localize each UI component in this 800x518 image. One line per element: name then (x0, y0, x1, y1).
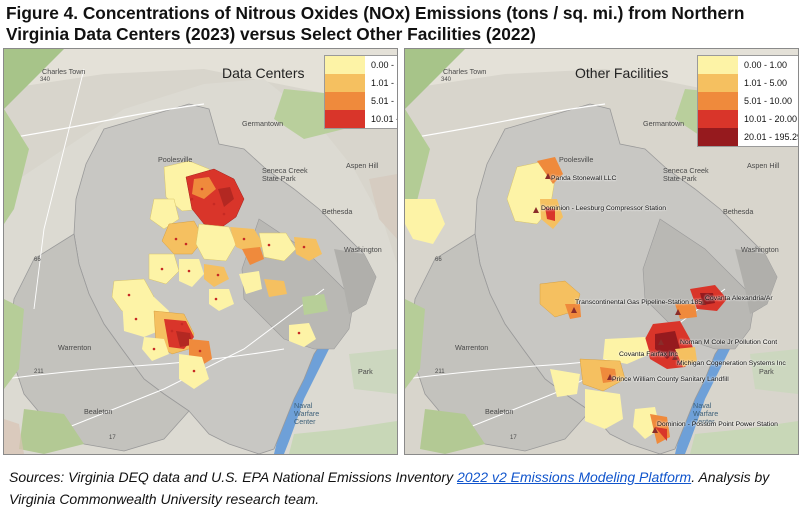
legend-row: 5.01 - 10.00 (698, 92, 798, 110)
route-shield-66: 66 (34, 257, 41, 263)
route-shield-17: 17 (109, 435, 116, 441)
map-legend: 0.00 - 1.00 1.01 - 5.00 5.01 - 10.00 10.… (697, 55, 799, 147)
place-label-bealeton: Bealeton (84, 407, 113, 416)
map-heading: Data Centers (222, 65, 305, 81)
place-label-charles-town: Charles Town (443, 67, 487, 76)
other-facilities-map[interactable]: Other Facilities 0.00 - 1.00 1.01 - 5.00… (404, 48, 799, 455)
legend-label: 5.01 - 10.00 (371, 96, 397, 106)
route-shield-340: 340 (40, 77, 51, 83)
legend-row: 1.01 - 5.00 (325, 74, 397, 92)
legend-row: 10.01 - 20.00 (698, 110, 798, 128)
facility-label-leesburg-compressor: Dominion - Leesburg Compressor Station (541, 205, 667, 212)
route-shield-211: 211 (435, 369, 445, 375)
analysis-credit-text: . Analysis by Virginia Commonwealth Univ… (9, 469, 770, 507)
place-label-germantown: Germantown (242, 119, 284, 128)
place-label-washington: Washington (344, 245, 382, 254)
place-label-aspen-hill: Aspen Hill (346, 161, 379, 170)
legend-swatch (325, 74, 365, 92)
legend-swatch (698, 92, 738, 110)
emissions-platform-link[interactable]: 2022 v2 Emissions Modeling Platform (456, 469, 692, 485)
legend-label: 20.01 - 195.29 (744, 132, 799, 142)
place-label-naval-warfare-center: Naval Warfare Center (693, 401, 719, 426)
place-label-naval-warfare-center: Naval Warfare Center (294, 401, 320, 426)
legend-swatch (325, 110, 365, 128)
place-label-park: Park (358, 367, 373, 376)
sources-caption: Sources: Virginia DEQ data and U.S. EPA … (9, 466, 789, 510)
place-label-bealeton: Bealeton (485, 407, 514, 416)
route-shield-66: 66 (435, 257, 442, 263)
facility-label-pwc-landfill: Prince William County Sanitary Landfill (612, 376, 729, 383)
facility-label-possum-point: Dominion - Possum Point Power Station (657, 421, 778, 428)
place-label-bethesda: Bethesda (322, 207, 353, 216)
map-legend: 0.00 - 1.00 1.01 - 5.00 5.01 - 10.00 10.… (324, 55, 397, 129)
place-label-seneca-creek: Seneca Creek State Park (663, 166, 709, 183)
facility-label-transco-station-185: Transcontinental Gas Pipeline-Station 18… (575, 299, 703, 306)
legend-label: 5.01 - 10.00 (744, 96, 793, 106)
legend-row: 10.01 - 20.25 (325, 110, 397, 128)
legend-swatch (698, 110, 738, 128)
place-label-seneca-creek: Seneca Creek State Park (262, 166, 308, 183)
legend-swatch (698, 128, 738, 146)
place-label-charles-town: Charles Town (42, 67, 86, 76)
place-label-poolesville: Poolesville (559, 155, 594, 164)
legend-row: 1.01 - 5.00 (698, 74, 798, 92)
legend-swatch (325, 56, 365, 74)
place-label-aspen-hill: Aspen Hill (747, 161, 780, 170)
facility-label-covanta-fairfax: Covanta Fairfax Inc (619, 351, 678, 358)
facility-label-panda-stonewall: Panda Stonewall LLC (551, 175, 617, 182)
legend-row: 0.00 - 1.00 (325, 56, 397, 74)
sources-text: Sources: Virginia DEQ data and U.S. EPA … (9, 469, 457, 485)
legend-label: 10.01 - 20.25 (371, 114, 397, 124)
place-label-bethesda: Bethesda (723, 207, 754, 216)
legend-label: 1.01 - 5.00 (744, 78, 788, 88)
potomac-river-lower (274, 349, 329, 454)
legend-row: 5.01 - 10.00 (325, 92, 397, 110)
legend-label: 0.00 - 1.00 (744, 60, 788, 70)
legend-label: 1.01 - 5.00 (371, 78, 397, 88)
facility-label-covanta-alexandria: Covanta Alexandria/Ar (705, 295, 773, 302)
legend-label: 0.00 - 1.00 (371, 60, 397, 70)
place-label-germantown: Germantown (643, 119, 685, 128)
legend-row: 20.01 - 195.29 (698, 128, 799, 146)
route-shield-340: 340 (441, 77, 452, 83)
route-shield-211: 211 (34, 369, 44, 375)
legend-label: 10.01 - 20.00 (744, 114, 798, 124)
legend-swatch (698, 56, 738, 74)
legend-row: 0.00 - 1.00 (698, 56, 798, 74)
route-shield-17: 17 (510, 435, 517, 441)
place-label-warrenton: Warrenton (58, 343, 92, 352)
potomac-river-lower (675, 349, 730, 454)
place-label-warrenton: Warrenton (455, 343, 489, 352)
legend-swatch (698, 74, 738, 92)
facility-label-michigan-cogeneration: Michigan Cogeneration Systems Inc (677, 360, 786, 367)
place-label-poolesville: Poolesville (158, 155, 193, 164)
figure-title: Figure 4. Concentrations of Nitrous Oxid… (6, 3, 745, 44)
facility-label-noman-cole: Noman M Cole Jr Pollution Cont (680, 339, 778, 346)
map-heading: Other Facilities (575, 65, 669, 81)
place-label-washington: Washington (741, 245, 779, 254)
place-label-park: Park (759, 367, 774, 376)
legend-swatch (325, 92, 365, 110)
data-centers-map[interactable]: Data Centers 0.00 - 1.00 1.01 - 5.00 5.0… (3, 48, 398, 455)
